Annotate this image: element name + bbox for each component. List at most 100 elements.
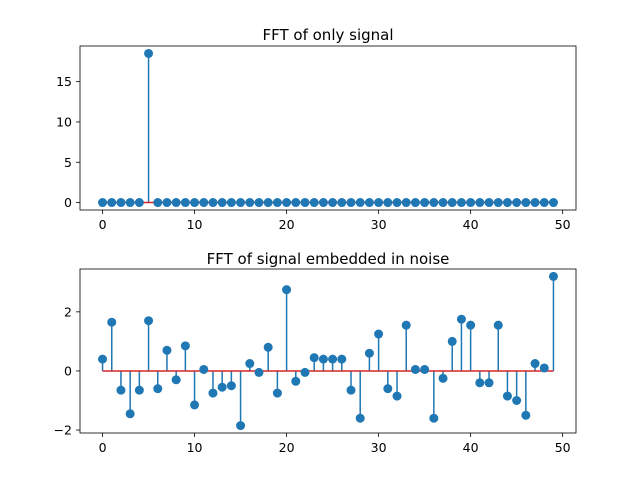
stem-marker	[447, 336, 457, 346]
x-axis: 0 10 20 30 40 50	[99, 210, 571, 232]
stem-marker	[539, 198, 549, 208]
stem-marker	[116, 198, 126, 208]
stem-marker	[134, 385, 144, 395]
stem-marker	[328, 198, 338, 208]
stem-marker	[502, 391, 512, 401]
x-tick-label: 20	[279, 440, 295, 455]
stem-group	[98, 48, 558, 208]
subplot-fft-only-signal: FFT of only signal 0 10 20 30 40 50 0 5 10 15	[56, 26, 577, 232]
stem-marker	[125, 409, 135, 419]
chart-title: FFT of signal embedded in noise	[207, 250, 450, 268]
x-tick-label: 0	[99, 217, 107, 232]
stem-marker	[493, 320, 503, 330]
stem-marker	[420, 198, 430, 208]
stem-marker	[98, 198, 108, 208]
stem-marker	[171, 198, 181, 208]
stem-marker	[144, 48, 154, 58]
stem-marker	[392, 391, 402, 401]
y-tick-label: 5	[64, 155, 72, 170]
x-tick-label: 40	[463, 217, 479, 232]
stem-marker	[254, 198, 264, 208]
stem-marker	[355, 198, 365, 208]
stem-marker	[217, 198, 227, 208]
stem-marker	[420, 364, 430, 374]
stem-marker	[144, 316, 154, 326]
stem-marker	[374, 329, 384, 339]
stem-marker	[245, 359, 255, 369]
stem-marker	[475, 198, 485, 208]
stem-marker	[475, 378, 485, 388]
stem-marker	[456, 314, 466, 324]
axes-frame	[79, 45, 577, 211]
stem-marker	[539, 363, 549, 373]
stem-marker	[180, 341, 190, 351]
stem-marker	[410, 198, 420, 208]
stem-marker	[199, 364, 209, 374]
stem-marker	[309, 198, 319, 208]
stem-marker	[208, 198, 218, 208]
stem-marker	[272, 198, 282, 208]
stem-marker	[429, 413, 439, 423]
stem-marker	[236, 421, 246, 431]
stem-marker	[337, 198, 347, 208]
stem-marker	[134, 198, 144, 208]
stem-marker	[309, 353, 319, 363]
stem-marker	[162, 198, 172, 208]
x-tick-label: 40	[463, 440, 479, 455]
stem-marker	[355, 413, 365, 423]
stem-marker	[401, 198, 411, 208]
stem-marker	[153, 198, 163, 208]
stem-marker	[410, 364, 420, 374]
stem-marker	[98, 354, 108, 364]
stem-marker	[282, 285, 292, 295]
y-tick-label: 0	[64, 195, 72, 210]
stem-marker	[116, 385, 126, 395]
stem-marker	[153, 384, 163, 394]
stem-marker	[300, 367, 310, 377]
stem-marker	[392, 198, 402, 208]
stem-marker	[512, 395, 522, 405]
stem-marker	[466, 320, 476, 330]
x-axis: 0 10 20 30 40 50	[99, 433, 571, 455]
y-axis: 0 5 10 15	[56, 74, 80, 210]
stem-marker	[429, 198, 439, 208]
stem-marker	[226, 381, 236, 391]
x-tick-label: 10	[187, 217, 203, 232]
stem-marker	[346, 385, 356, 395]
x-tick-label: 50	[555, 217, 571, 232]
x-tick-label: 30	[371, 440, 387, 455]
stem-marker	[530, 359, 540, 369]
stem-marker	[364, 348, 374, 358]
stem-marker	[401, 320, 411, 330]
x-tick-label: 10	[187, 440, 203, 455]
stem-marker	[447, 198, 457, 208]
stem-marker	[484, 198, 494, 208]
stem-marker	[171, 375, 181, 385]
y-axis: −2 0 2	[54, 304, 80, 438]
stem-marker	[208, 388, 218, 398]
axes-frame	[79, 268, 577, 434]
stem-marker	[521, 198, 531, 208]
stem-marker	[217, 382, 227, 392]
stem-marker	[383, 198, 393, 208]
stem-marker	[364, 198, 374, 208]
stem-marker	[254, 367, 264, 377]
x-tick-label: 20	[279, 217, 295, 232]
stem-marker	[502, 198, 512, 208]
stem-marker	[107, 317, 117, 327]
stem-group	[98, 271, 558, 431]
stem-marker	[125, 198, 135, 208]
stem-marker	[318, 198, 328, 208]
stem-marker	[236, 198, 246, 208]
stem-marker	[438, 373, 448, 383]
chart-title: FFT of only signal	[262, 26, 393, 44]
stem-marker	[383, 384, 393, 394]
subplot-fft-signal-in-noise: FFT of signal embedded in noise 0 10 20 30 4…	[54, 250, 577, 455]
x-tick-label: 50	[555, 440, 571, 455]
stem-marker	[107, 198, 117, 208]
stem-marker	[521, 410, 531, 420]
stem-marker	[493, 198, 503, 208]
stem-marker	[199, 198, 209, 208]
